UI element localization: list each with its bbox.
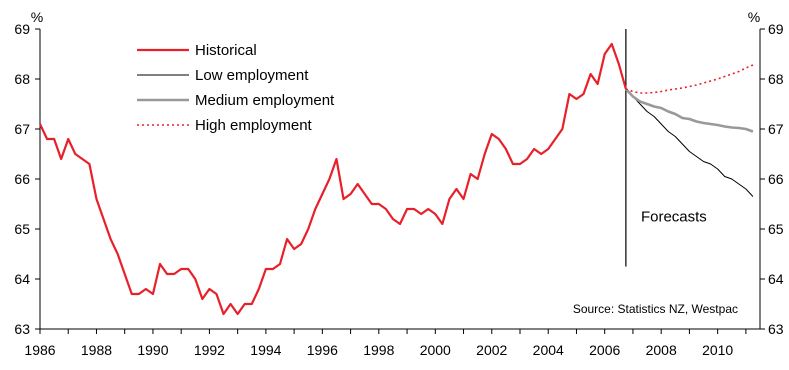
x-tick-label: 1990 bbox=[137, 342, 168, 358]
y-tick-label-right: 67 bbox=[768, 121, 784, 137]
y-unit-right: % bbox=[748, 9, 760, 25]
y-tick-label-right: 65 bbox=[768, 221, 784, 237]
y-tick-label-right: 63 bbox=[768, 321, 784, 337]
x-tick-label: 1998 bbox=[363, 342, 394, 358]
x-tick-label: 2006 bbox=[589, 342, 620, 358]
series-line-low-employment bbox=[625, 88, 754, 197]
y-tick-label-left: 69 bbox=[14, 21, 30, 37]
x-tick-label: 2010 bbox=[702, 342, 733, 358]
x-tick-label: 1996 bbox=[307, 342, 338, 358]
y-tick-label-right: 66 bbox=[768, 171, 784, 187]
y-tick-label-right: 68 bbox=[768, 71, 784, 87]
y-tick-label-right: 64 bbox=[768, 271, 784, 287]
legend-label: Low employment bbox=[195, 67, 309, 84]
source-note: Source: Statistics NZ, Westpac bbox=[573, 302, 738, 316]
series-line-medium-employment bbox=[624, 88, 754, 133]
x-tick-label: 2008 bbox=[646, 342, 677, 358]
y-tick-label-left: 65 bbox=[14, 221, 30, 237]
x-tick-label: 1988 bbox=[81, 342, 112, 358]
series-line-high-employment bbox=[625, 64, 754, 94]
y-tick-label-right: 69 bbox=[768, 21, 784, 37]
y-tick-label-left: 66 bbox=[14, 171, 30, 187]
series-line-historical bbox=[39, 42, 627, 316]
x-tick-label: 1986 bbox=[24, 342, 55, 358]
x-tick-label: 1994 bbox=[250, 342, 281, 358]
y-tick-label-left: 63 bbox=[14, 321, 30, 337]
y-tick-label-left: 64 bbox=[14, 271, 30, 287]
y-tick-label-left: 68 bbox=[14, 71, 30, 87]
legend-label: High employment bbox=[195, 117, 313, 134]
y-unit-left: % bbox=[31, 9, 43, 25]
x-tick-label: 2002 bbox=[476, 342, 507, 358]
y-tick-label-left: 67 bbox=[14, 121, 30, 137]
forecasts-annotation: Forecasts bbox=[641, 209, 707, 226]
x-tick-label: 2000 bbox=[420, 342, 451, 358]
x-tick-label: 2004 bbox=[533, 342, 564, 358]
legend-label: Historical bbox=[195, 42, 257, 59]
legend-label: Medium employment bbox=[195, 92, 335, 109]
x-tick-label: 1992 bbox=[194, 342, 225, 358]
